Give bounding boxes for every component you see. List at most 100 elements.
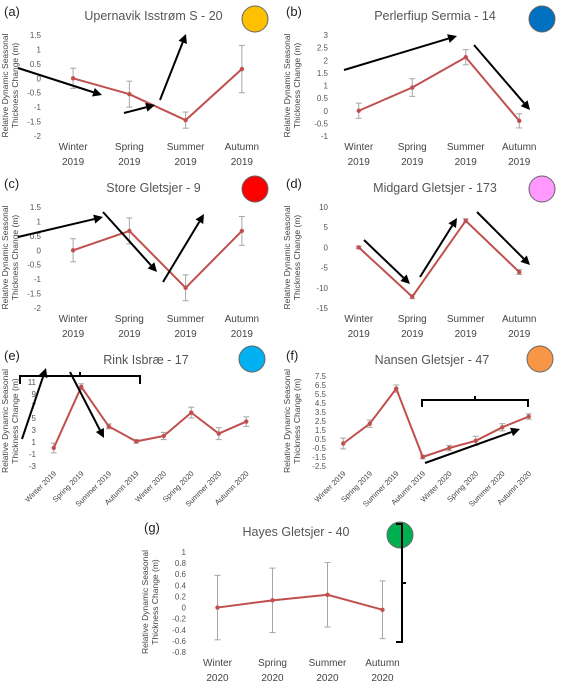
x-tick-season: Summer	[167, 314, 205, 325]
season-bracket	[19, 372, 141, 384]
trend-arrow-shaft	[21, 376, 45, 440]
y-tick-label: -0.4	[172, 626, 186, 635]
chart-panel: (c) Store Gletsjer - 9 Relative Dynamic Se…	[0, 172, 282, 344]
chart-title: Hayes Gletsjer - 40	[243, 525, 350, 539]
y-axis-label-line1: Relative Dynamic Seasonal	[282, 205, 292, 309]
x-tick-season: Spring	[398, 314, 427, 325]
y-tick-label: 0	[182, 604, 187, 613]
panel-label: (b)	[286, 4, 302, 19]
y-tick-label: 1	[182, 548, 187, 557]
panel-label: (g)	[144, 520, 160, 535]
data-point	[270, 598, 275, 603]
data-point	[410, 294, 415, 299]
y-tick-label: 1.5	[30, 203, 42, 212]
x-tick-year: 2020	[261, 673, 284, 684]
y-tick-label: -1	[321, 132, 329, 141]
x-tick-label: Spring 2019	[115, 142, 144, 168]
trend-arrow-shaft	[17, 218, 95, 238]
trend-arrow-head	[448, 218, 457, 229]
x-tick-season: Winter	[203, 658, 233, 669]
x-tick-year: 2019	[62, 157, 85, 168]
y-tick-label: -0.5	[312, 444, 326, 453]
x-tick-season: Autumn	[502, 142, 536, 153]
trend-arrow-shaft	[17, 67, 94, 94]
y-axis-label-line2: Thickness Change (m)	[292, 215, 302, 301]
x-tick-label: Autumn 2019	[225, 314, 259, 340]
y-tick-label: 5	[32, 414, 37, 423]
y-tick-label: 0.5	[30, 232, 42, 241]
x-tick-year: 2019	[118, 157, 141, 168]
y-tick-label: 7.5	[315, 372, 327, 381]
y-tick-label: -1.5	[27, 290, 41, 299]
x-tick-label: Spring 2019	[398, 142, 427, 168]
chart-panel: (g) Hayes Gletsjer - 40 Relative Dynamic S…	[140, 516, 422, 688]
glacier-color-marker	[241, 175, 269, 203]
trend-arrow-shaft	[419, 225, 454, 278]
series-line	[217, 593, 383, 611]
chart-panel: (a) Upernavik Isstrøm S - 20 Relative Dyna…	[0, 0, 282, 172]
y-tick-label: -1.5	[312, 453, 326, 462]
x-tick-label: Winter 2019	[344, 314, 374, 340]
data-point	[394, 386, 399, 391]
panel-label: (a)	[4, 4, 20, 19]
trend-arrow-head	[145, 102, 155, 112]
chart-title: Nansen Gletsjer - 47	[375, 353, 490, 367]
x-tick-label: Winter 2019	[59, 142, 89, 168]
series-line	[358, 219, 520, 299]
range-bracket	[396, 523, 406, 643]
x-tick-year: 2019	[62, 329, 85, 340]
trend-arrow-shaft	[102, 211, 152, 266]
x-tick-label: Winter 2020	[203, 658, 233, 684]
glacier-color-marker	[528, 5, 556, 33]
data-point	[517, 118, 522, 124]
x-tick-year: 2020	[371, 673, 394, 684]
panel-label: (e)	[4, 348, 20, 363]
y-tick-label: 10	[319, 203, 328, 212]
y-tick-label: -15	[316, 304, 328, 313]
trend-arrow-head	[93, 214, 103, 224]
data-point	[473, 438, 478, 443]
y-axis-label: Relative Dynamic SeasonalThickness Chang…	[0, 369, 20, 473]
x-tick-label: Autumn 2019	[502, 314, 536, 340]
x-tick-season: Winter	[344, 142, 374, 153]
trend-arrow-shaft	[162, 221, 201, 283]
y-tick-label: 9	[32, 390, 37, 399]
series-line	[358, 55, 521, 122]
y-tick-label: 0.5	[315, 435, 327, 444]
data-point	[447, 445, 452, 451]
data-point	[356, 245, 361, 250]
trend-arrow-head	[195, 214, 204, 225]
data-point	[216, 431, 221, 436]
y-tick-label: 0.6	[175, 570, 187, 579]
chart-svg: (a) Upernavik Isstrøm S - 20 Relative Dyna…	[0, 4, 269, 168]
glacier-color-marker	[526, 345, 554, 373]
x-tick-label: Summer 2019	[167, 314, 205, 340]
trend-arrow-shaft	[363, 239, 405, 279]
y-tick-label: 1	[32, 438, 37, 447]
y-tick-label: 0	[324, 107, 329, 116]
y-axis-label: Relative Dynamic SeasonalThickness Chang…	[282, 33, 302, 137]
y-tick-label: -0.8	[172, 648, 186, 657]
y-axis-label: Relative Dynamic SeasonalThickness Chang…	[0, 205, 20, 309]
x-tick-label: Summer 2019	[167, 142, 205, 168]
y-tick-label: 1.5	[317, 69, 329, 78]
chart-title: Upernavik Isstrøm S - 20	[84, 9, 222, 23]
y-axis-label-line1: Relative Dynamic Seasonal	[282, 369, 292, 473]
x-tick-year: 2019	[455, 157, 478, 168]
trend-arrow-shaft	[123, 106, 147, 114]
chart-svg: (e) Rink Isbræ - 17 Relative Dynamic Seaso…	[0, 345, 266, 509]
x-tick-season: Spring	[258, 658, 287, 669]
chart-svg: (d) Midgard Gletsjer - 173 Relative Dynami…	[282, 175, 556, 340]
y-axis-label-line2: Thickness Change (m)	[10, 215, 20, 301]
x-tick-season: Summer	[447, 142, 485, 153]
data-point	[183, 117, 188, 123]
y-tick-label: 2.5	[315, 417, 327, 426]
x-tick-label: Summer 2020	[309, 658, 347, 684]
y-tick-label: -0.5	[314, 119, 328, 128]
x-tick-label: Autumn 2020	[365, 658, 399, 684]
x-tick-year: 2019	[508, 157, 531, 168]
y-tick-label: 1.5	[315, 426, 327, 435]
glacier-color-marker	[528, 175, 556, 203]
y-tick-label: 0.4	[175, 581, 187, 590]
y-tick-label: 0.8	[175, 559, 187, 568]
